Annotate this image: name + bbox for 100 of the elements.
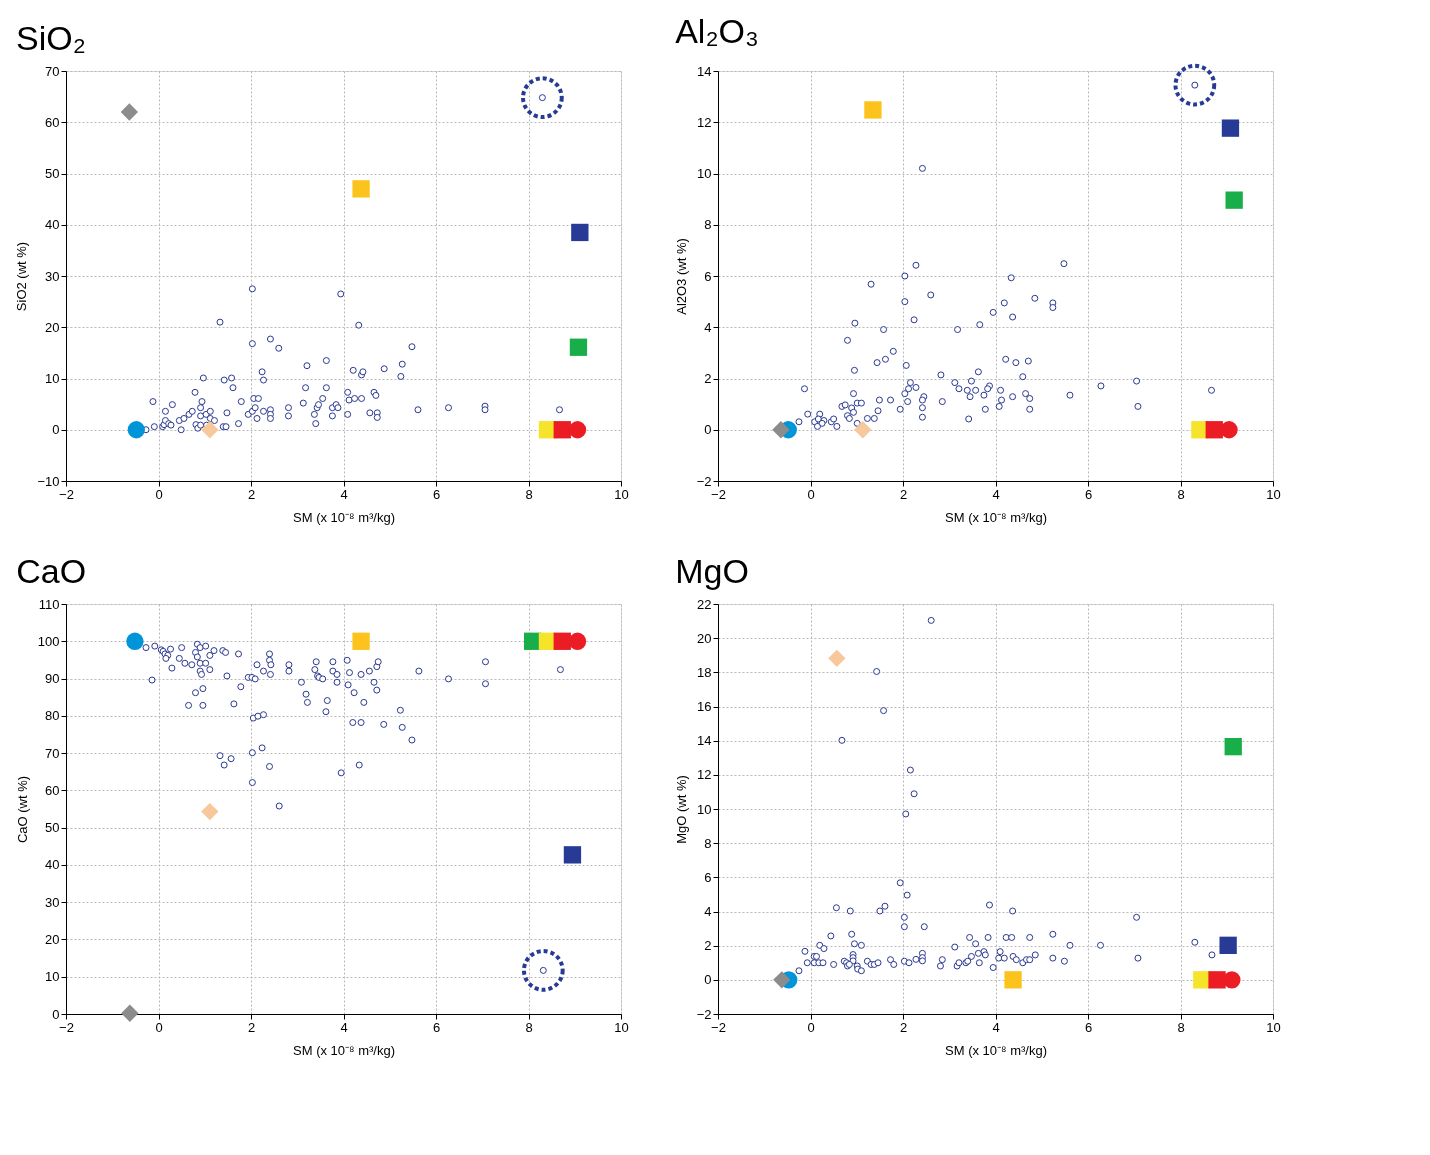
- y-tick-label: 0: [704, 422, 712, 438]
- point: [1004, 971, 1022, 989]
- point: [127, 421, 145, 439]
- y-tick-label: 0: [52, 422, 60, 438]
- y-tick-label: 20: [697, 630, 712, 646]
- point: [521, 76, 564, 119]
- y-tick-label: 0: [52, 1006, 60, 1022]
- x-tick-label: 0: [155, 1019, 163, 1035]
- y-tick-label: −2: [696, 1006, 712, 1022]
- y-tick-label: 2: [704, 371, 712, 386]
- x-tick-label: 2: [247, 1019, 256, 1035]
- point: [828, 649, 846, 667]
- y-tick-label: 2: [704, 938, 712, 954]
- point: [201, 421, 219, 439]
- chart-title: Al₂O₃: [675, 11, 759, 50]
- y-tick-label: 50: [45, 166, 60, 181]
- y-tick-label: 30: [45, 268, 60, 284]
- x-tick-label: 8: [525, 1019, 533, 1035]
- point: [854, 421, 872, 439]
- point: [553, 421, 571, 439]
- x-tick-label: 6: [1084, 1019, 1093, 1035]
- x-tick-label: 0: [807, 1019, 815, 1035]
- y-tick-label: 14: [697, 733, 712, 749]
- point: [201, 802, 219, 821]
- point: [553, 632, 571, 650]
- y-tick-label: 10: [45, 969, 60, 985]
- x-tick-label: 8: [525, 486, 533, 502]
- x-tick-label: 10: [614, 1019, 629, 1035]
- y-tick-label: 70: [45, 63, 60, 79]
- y-tick-label: 110: [38, 596, 60, 612]
- y-axis-title: Al2O3 (wt %): [673, 238, 689, 315]
- y-tick-label: 40: [45, 217, 60, 233]
- y-tick-label: 6: [704, 268, 712, 284]
- y-tick-label: 8: [704, 835, 712, 851]
- x-tick-label: 8: [1177, 1019, 1185, 1035]
- point: [568, 421, 587, 439]
- y-tick-label: 60: [45, 782, 60, 798]
- y-tick-label: 60: [45, 114, 60, 130]
- chart-title: CaO: [16, 552, 87, 590]
- y-tick-label: −10: [37, 473, 60, 489]
- y-axis-title: SiO2 (wt %): [14, 241, 30, 312]
- y-tick-label: 4: [704, 319, 712, 335]
- y-tick-label: 22: [697, 596, 712, 612]
- x-axis-title: SM (x 10⁻⁸ m³/kg): [293, 1042, 395, 1058]
- point: [773, 971, 791, 989]
- point: [772, 421, 790, 439]
- x-tick-label: 2: [247, 486, 256, 502]
- point: [1225, 191, 1243, 209]
- x-tick-label: 6: [1084, 486, 1093, 502]
- x-tick-label: 4: [992, 486, 1000, 502]
- y-tick-label: 20: [45, 319, 60, 335]
- point: [569, 338, 588, 356]
- y-tick-label: 30: [45, 894, 60, 910]
- y-tick-label: 16: [697, 699, 712, 714]
- point: [563, 846, 582, 864]
- x-tick-label: 6: [432, 1019, 441, 1035]
- y-axis-title: MgO (wt %): [673, 775, 689, 844]
- x-tick-label: 0: [807, 486, 815, 502]
- point: [568, 632, 587, 650]
- y-axis-title: CaO (wt %): [14, 775, 30, 844]
- x-tick-label: 10: [1266, 486, 1281, 502]
- x-tick-label: 0: [155, 486, 163, 502]
- point: [1173, 63, 1217, 107]
- x-tick-label: 4: [340, 1019, 348, 1035]
- point: [1220, 421, 1238, 439]
- x-axis-title: SM (x 10⁻⁸ m³/kg): [945, 1042, 1047, 1058]
- y-tick-label: 8: [704, 217, 712, 233]
- y-tick-label: 90: [45, 671, 60, 687]
- chart-title: MgO: [675, 552, 749, 590]
- point: [521, 949, 565, 992]
- y-tick-label: −2: [696, 473, 712, 489]
- x-tick-label: 4: [340, 486, 348, 502]
- y-tick-label: 100: [37, 633, 60, 649]
- chart-title: SiO₂: [15, 19, 86, 57]
- point: [864, 101, 882, 119]
- y-tick-label: 20: [45, 931, 60, 947]
- y-tick-label: 0: [704, 972, 712, 988]
- point: [120, 103, 139, 121]
- point: [352, 632, 370, 650]
- point: [1224, 737, 1242, 756]
- y-tick-label: 50: [45, 820, 60, 836]
- y-tick-label: 12: [697, 767, 712, 783]
- point: [352, 180, 370, 198]
- point: [1223, 971, 1241, 989]
- y-tick-label: 14: [697, 63, 712, 79]
- point: [571, 223, 589, 242]
- x-tick-label: 8: [1177, 486, 1185, 502]
- x-axis-title: SM (x 10⁻⁸ m³/kg): [945, 509, 1047, 525]
- y-tick-label: 70: [45, 745, 60, 761]
- y-tick-label: 4: [704, 904, 712, 919]
- y-tick-label: 6: [704, 869, 712, 885]
- x-axis-title: SM (x 10⁻⁸ m³/kg): [293, 509, 395, 525]
- x-tick-label: 10: [614, 486, 629, 502]
- y-tick-label: 10: [697, 166, 712, 181]
- x-tick-label: 6: [432, 486, 441, 502]
- y-tick-label: 12: [697, 114, 712, 130]
- y-tick-label: 18: [697, 664, 712, 680]
- point: [121, 1004, 139, 1022]
- x-tick-label: 2: [899, 1019, 908, 1035]
- point: [1221, 119, 1240, 137]
